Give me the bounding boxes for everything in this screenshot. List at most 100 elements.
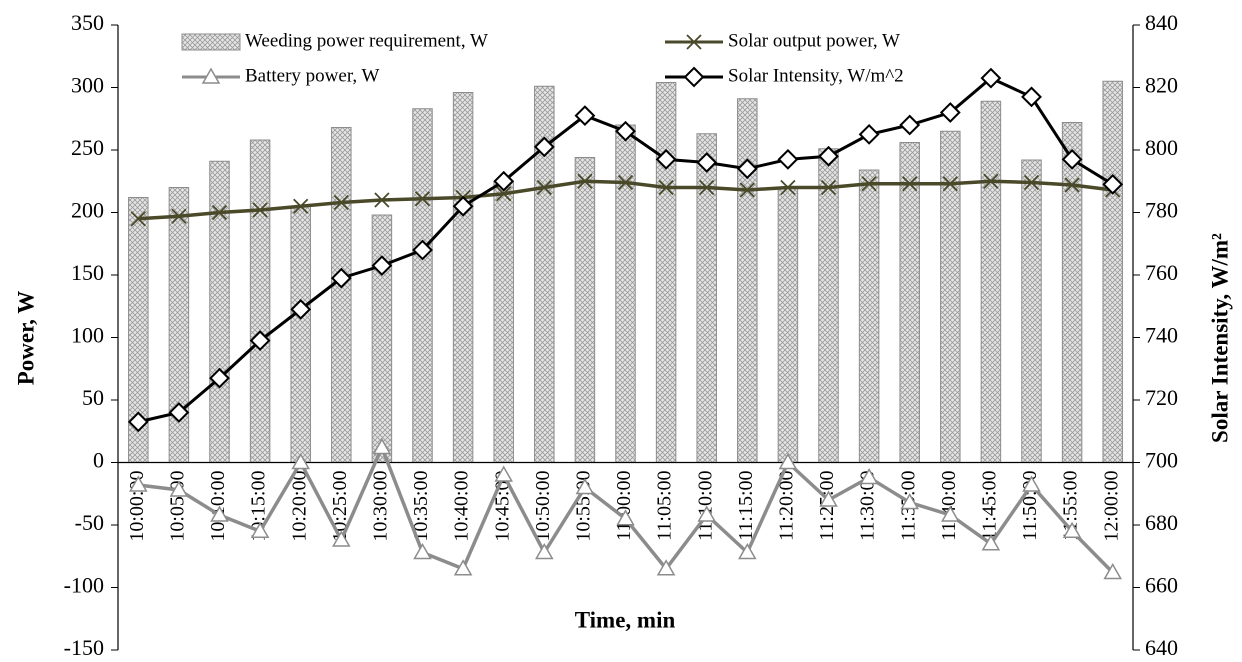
x-axis-title: Time, min: [575, 607, 676, 632]
marker-x: [496, 186, 512, 202]
marker-triangle: [494, 465, 513, 482]
marker-diamond: [980, 67, 1002, 89]
legend-swatch: [181, 33, 241, 51]
y2-tick-label: 760: [1145, 260, 1178, 285]
legend-label: Solar output power, W: [728, 30, 900, 51]
marker-x: [536, 179, 552, 196]
y2-tick-label: 840: [1145, 10, 1178, 35]
bar: [940, 130, 961, 463]
marker-x: [1023, 174, 1040, 191]
marker-x: [780, 179, 796, 196]
marker-triangle: [1062, 521, 1082, 538]
marker-x: [902, 176, 918, 192]
x-tick-label: 10:25:00: [329, 471, 351, 542]
y-tick-label: 350: [71, 10, 104, 35]
marker-triangle: [250, 521, 270, 538]
x-tick-label: 10:20:00: [288, 471, 310, 542]
marker-x: [577, 173, 593, 189]
marker-x: [171, 208, 187, 224]
marker-diamond: [818, 145, 839, 167]
marker-triangle: [1103, 562, 1122, 580]
marker-x: [820, 179, 837, 196]
y2-tick-label: 740: [1145, 323, 1178, 348]
marker-diamond: [777, 148, 799, 170]
marker-x: [739, 182, 755, 198]
y-tick-label: 250: [71, 135, 104, 160]
y-tick-label: 150: [71, 260, 104, 285]
bar: [290, 205, 311, 463]
marker-x: [1064, 177, 1080, 193]
marker-diamond: [1102, 173, 1124, 195]
marker-triangle: [941, 505, 960, 522]
bar: [777, 187, 799, 463]
bar: [858, 169, 880, 463]
marker-triangle: [210, 505, 229, 522]
marker-triangle: [859, 467, 879, 485]
marker-diamond: [371, 255, 393, 277]
bar: [980, 100, 1002, 463]
marker-triangle: [372, 437, 392, 455]
marker-diamond: [452, 195, 474, 217]
marker-diamond: [858, 123, 880, 145]
y2-tick-label: 780: [1145, 198, 1178, 223]
marker-diamond: [683, 66, 705, 88]
bar: [371, 214, 393, 463]
marker-x: [699, 179, 715, 196]
x-tick-label: 11:05:00: [654, 471, 676, 541]
marker-triangle: [656, 559, 676, 576]
marker-triangle: [738, 542, 757, 560]
bar: [1021, 159, 1042, 463]
marker-x: [293, 198, 309, 214]
marker-triangle: [900, 492, 919, 510]
x-tick-label: 10:10:00: [207, 471, 229, 542]
marker-x: [686, 34, 702, 50]
bar: [331, 127, 352, 463]
marker-x: [861, 176, 877, 192]
marker-x: [252, 202, 268, 218]
marker-triangle: [453, 559, 473, 576]
marker-x: [617, 174, 634, 191]
y-tick-label: 50: [82, 385, 104, 410]
bar: [655, 82, 677, 463]
x-tick-label: 11:15:00: [735, 471, 757, 541]
marker-triangle: [819, 490, 838, 507]
y2-tick-label: 800: [1145, 135, 1178, 160]
legend-label: Battery power, W: [245, 65, 380, 86]
y2-tick-label: 820: [1145, 73, 1178, 98]
bar: [452, 92, 474, 463]
marker-diamond: [168, 402, 190, 423]
x-tick-label: 10:50:00: [532, 471, 554, 542]
marker-triangle: [575, 477, 595, 495]
x-tick-label: 11:20:00: [775, 471, 797, 541]
y-tick-label: 0: [93, 448, 104, 473]
marker-x: [983, 173, 999, 189]
x-tick-label: 11:45:00: [978, 471, 1000, 541]
marker-diamond: [939, 102, 961, 123]
marker-x: [211, 204, 228, 221]
marker-diamond: [290, 298, 312, 320]
x-tick-label: 10:05:00: [166, 471, 188, 542]
y-tick-label: 100: [71, 323, 104, 348]
bar: [818, 148, 839, 463]
y2-tick-label: 640: [1145, 635, 1178, 660]
y2-axis-title: Solar Intensity, W/m²: [1207, 233, 1232, 443]
marker-triangle: [1022, 475, 1041, 492]
marker-triangle: [129, 475, 148, 492]
x-tick-label: 12:00:00: [1100, 471, 1122, 542]
marker-diamond: [696, 152, 718, 173]
marker-triangle: [981, 534, 1001, 551]
marker-diamond: [127, 411, 149, 433]
legend-label: Weeding power requirement, W: [245, 30, 488, 51]
bar: [412, 108, 433, 463]
x-tick-label: 11:00:00: [613, 471, 635, 541]
y-axis-title: Power, W: [13, 291, 38, 386]
bar: [1102, 80, 1123, 463]
marker-x: [658, 179, 674, 196]
marker-triangle: [201, 67, 221, 84]
marker-x: [414, 191, 431, 207]
marker-triangle: [332, 530, 351, 547]
x-tick-label: 11:40:00: [938, 471, 960, 541]
marker-diamond: [655, 148, 677, 170]
y-tick-label: -100: [64, 573, 104, 598]
